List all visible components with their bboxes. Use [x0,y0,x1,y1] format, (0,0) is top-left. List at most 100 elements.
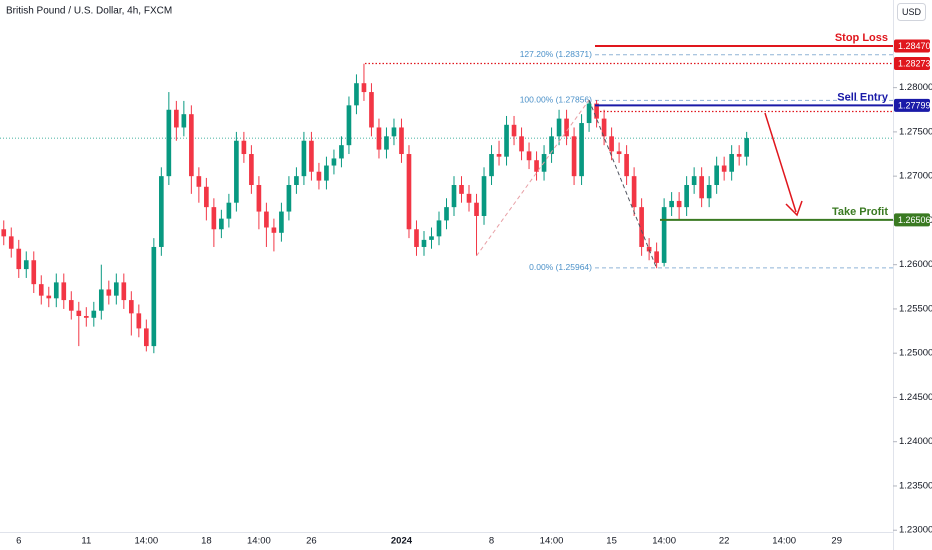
candle-body [654,251,659,263]
x-tick-label: 14:00 [772,536,796,547]
candle-body [489,154,494,177]
candle-body [226,202,232,219]
candle-body [466,193,472,203]
candle-body [294,176,299,186]
candle-body [8,236,14,249]
x-tick-label: 15 [606,536,617,547]
candle-body [744,138,749,157]
candle-body [369,92,374,128]
fib-level-label: 127.20% (1.28371) [520,49,592,59]
candle-body [721,165,727,172]
x-tick-label: 6 [16,536,21,547]
candle-body [159,176,164,247]
price-tag-label: 1.28470 [898,41,931,51]
candle-body [128,300,134,314]
candle-body [684,185,689,208]
candle-body [631,176,637,208]
candle-body [249,154,254,186]
candle-body [699,176,704,199]
candle-body [339,145,344,159]
candle-body [324,165,329,181]
price-tag [894,39,930,53]
candle-body [241,140,247,155]
candle-body [586,103,592,124]
candle-body [121,282,127,301]
candle-body [166,109,172,177]
currency-label[interactable]: USD [902,7,922,17]
y-tick-label: 1.24000 [899,436,932,447]
level-name: Stop Loss [835,32,888,44]
candle-body [736,154,742,157]
x-tick-label: 18 [201,536,212,547]
candle-body [279,211,284,233]
candle-body [414,229,419,247]
candle-body [204,186,209,208]
candle-body [481,176,487,216]
candle-body [624,154,629,177]
candle-body [23,260,29,270]
candle-body [16,248,22,270]
candle-body [496,154,502,157]
candle-body [729,154,734,172]
price-tag-label: 1.27799 [898,100,931,110]
candle-body [91,310,97,318]
candle-body [579,123,584,177]
candle-body [361,83,367,93]
x-tick-label: 26 [306,536,317,547]
candle-body [136,313,142,329]
price-tag-label: 1.26506 [898,215,931,225]
candle-body [661,207,667,263]
candle-body [384,136,389,150]
candle-body [76,310,82,317]
candle-body [534,160,539,172]
candle-body [174,109,179,128]
candle-body [301,140,307,177]
candle-body [271,227,277,233]
candle-body [421,239,427,247]
y-tick-label: 1.27000 [899,171,932,182]
x-tick-label: 8 [489,536,494,547]
y-tick-label: 1.26000 [899,259,932,270]
fib-level-label: 0.00% (1.25964) [529,262,592,272]
candle-body [691,176,697,186]
price-tag-label: 1.28273 [898,58,931,68]
y-tick-label: 1.23000 [899,525,932,536]
x-tick-label: 22 [719,536,730,547]
level-name: Sell Entry [837,91,889,103]
candle-body [646,246,652,252]
candle-body [309,140,314,172]
candle-body [436,220,442,237]
candle-body [346,105,352,146]
candle-body [1,229,7,237]
price-tag [894,98,930,112]
candle-body [564,118,569,137]
candle-body [38,284,44,296]
candle-body [639,207,644,247]
candle-body [399,127,404,155]
candle-body [256,185,262,212]
currency-box[interactable] [897,3,926,21]
candle-body [331,158,337,166]
candle-body [83,316,89,318]
candle-body [376,127,382,150]
trade-arrow [764,112,803,217]
candle-body [106,289,112,296]
x-tick-label: 14:00 [652,536,676,547]
candle-body [189,114,194,177]
level-name: Take Profit [832,206,888,218]
candle-body [31,260,37,285]
candle-body [519,136,524,152]
candle-body [571,136,577,177]
arrow-shaft [764,112,797,213]
candle-body [181,114,187,128]
candle-body [451,185,457,208]
x-tick-label: 11 [81,536,91,547]
arrow-head [785,200,803,217]
candle-body [211,207,217,230]
candle-body [53,282,59,299]
candle-body [616,151,622,155]
candle-body [609,136,614,152]
price-tag [894,56,930,70]
